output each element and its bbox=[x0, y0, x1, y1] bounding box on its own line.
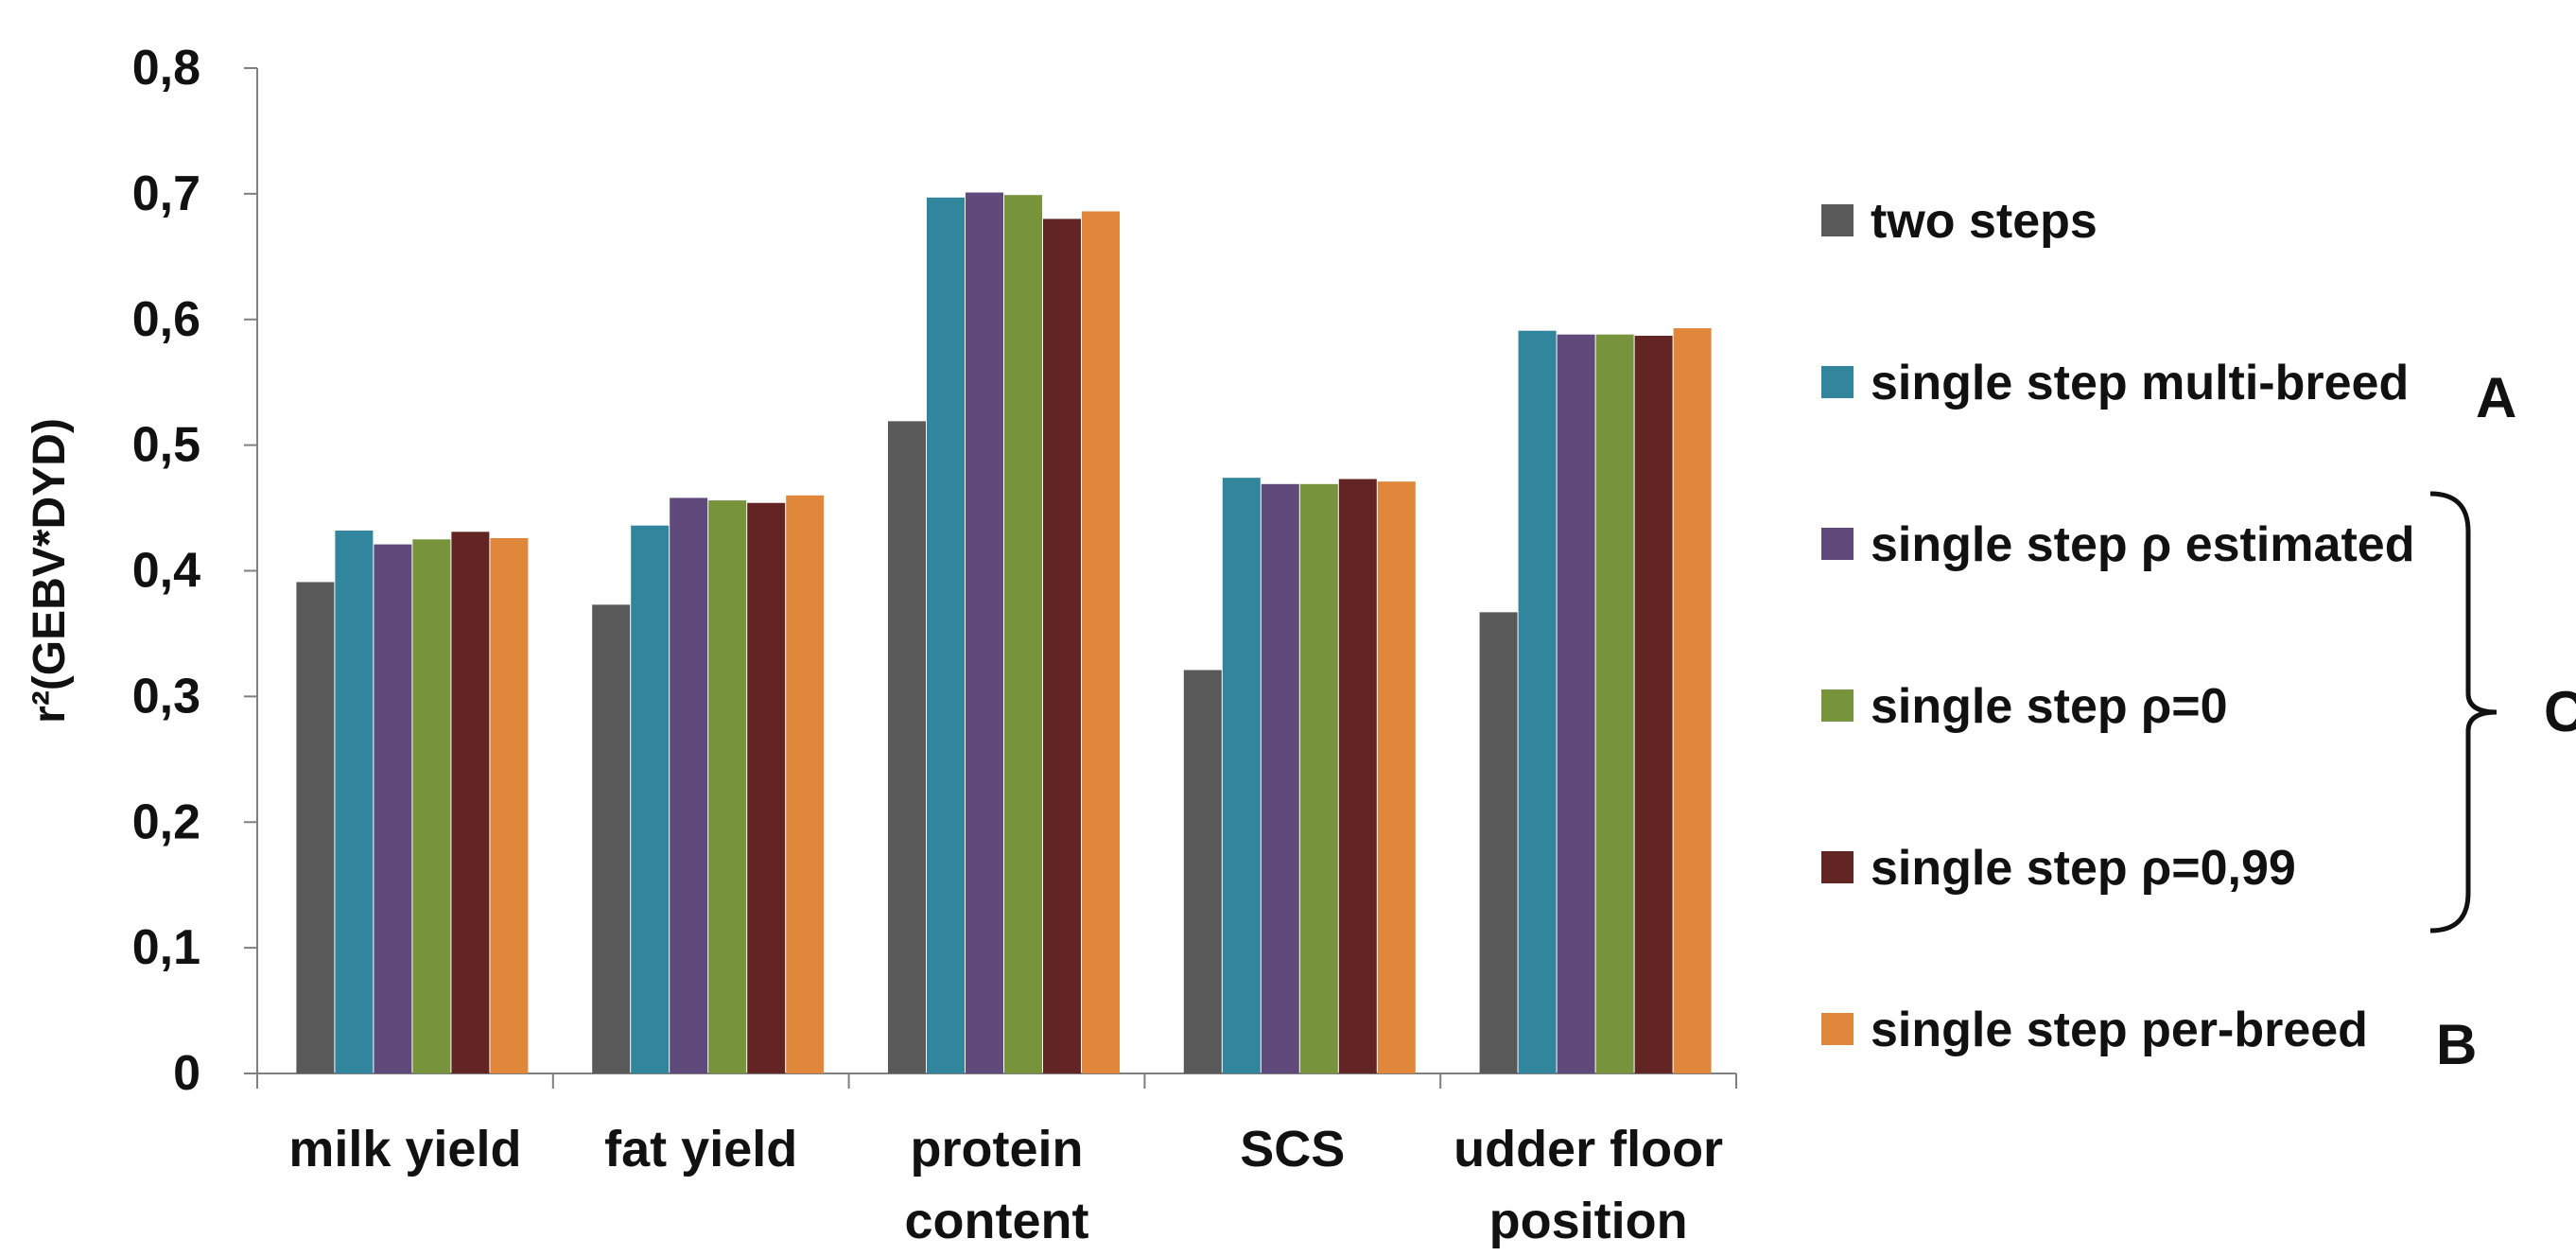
bar bbox=[1595, 334, 1634, 1073]
bar bbox=[708, 500, 747, 1073]
y-tick-label: 0,1 bbox=[132, 920, 200, 975]
y-tick-label: 0,5 bbox=[132, 418, 200, 473]
bar bbox=[374, 544, 412, 1073]
y-tick-label: 0,3 bbox=[132, 669, 200, 724]
bar bbox=[1557, 334, 1595, 1073]
x-tick-label: position bbox=[1489, 1193, 1688, 1249]
bar bbox=[1377, 481, 1416, 1073]
bar bbox=[966, 192, 1003, 1073]
annotation-label: B bbox=[2436, 1013, 2477, 1076]
y-tick-label: 0,6 bbox=[132, 292, 200, 347]
legend-swatch bbox=[1821, 366, 1854, 398]
bar bbox=[296, 582, 335, 1073]
legend-label: two steps bbox=[1871, 194, 2097, 249]
legend-swatch bbox=[1821, 851, 1854, 883]
bar bbox=[631, 525, 670, 1073]
y-tick-label: 0,2 bbox=[132, 794, 200, 849]
bar bbox=[927, 197, 965, 1073]
legend-swatch bbox=[1821, 1013, 1854, 1045]
bar bbox=[1004, 195, 1042, 1074]
y-tick-label: 0,7 bbox=[132, 166, 200, 221]
legend-label: single step ρ=0,99 bbox=[1871, 841, 2296, 896]
bar bbox=[1043, 218, 1081, 1073]
annotation-label: C bbox=[2544, 680, 2576, 743]
bar bbox=[1082, 211, 1120, 1074]
bar bbox=[1222, 478, 1261, 1073]
bar bbox=[670, 497, 708, 1073]
legend-label: single step per-breed bbox=[1871, 1003, 2368, 1057]
bar bbox=[747, 502, 786, 1073]
bar bbox=[592, 604, 631, 1073]
bar bbox=[1299, 483, 1338, 1073]
x-tick-label: protein bbox=[911, 1121, 1084, 1178]
y-tick-label: 0 bbox=[173, 1046, 200, 1101]
bar bbox=[786, 495, 825, 1073]
legend-label: single step multi-breed bbox=[1871, 356, 2409, 410]
bar bbox=[412, 539, 451, 1073]
annotation-label: A bbox=[2476, 366, 2516, 429]
x-tick-label: fat yield bbox=[604, 1121, 797, 1178]
y-tick-label: 0,8 bbox=[132, 41, 200, 96]
x-tick-label: content bbox=[905, 1193, 1089, 1249]
bar bbox=[1673, 328, 1712, 1073]
x-tick-label: milk yield bbox=[288, 1121, 521, 1178]
bar bbox=[888, 421, 926, 1073]
legend-label: single step ρ estimated bbox=[1871, 517, 2414, 572]
bar bbox=[1518, 330, 1557, 1073]
x-tick-label: SCS bbox=[1240, 1121, 1345, 1178]
legend-swatch bbox=[1821, 528, 1854, 560]
bar bbox=[335, 530, 374, 1073]
bar bbox=[1634, 336, 1673, 1073]
x-tick-label: udder floor bbox=[1453, 1121, 1723, 1178]
y-axis-title: r²(GEBV*DYD) bbox=[25, 418, 75, 724]
bar bbox=[451, 532, 490, 1073]
bar bbox=[1479, 612, 1518, 1073]
legend-swatch bbox=[1821, 204, 1854, 236]
y-tick-label: 0,4 bbox=[132, 544, 200, 599]
bar bbox=[490, 537, 529, 1073]
legend-swatch bbox=[1821, 689, 1854, 722]
bar bbox=[1338, 479, 1377, 1074]
bar bbox=[1261, 483, 1299, 1073]
bar bbox=[1183, 670, 1222, 1073]
legend-label: single step ρ=0 bbox=[1871, 679, 2228, 734]
brace bbox=[2429, 491, 2498, 933]
